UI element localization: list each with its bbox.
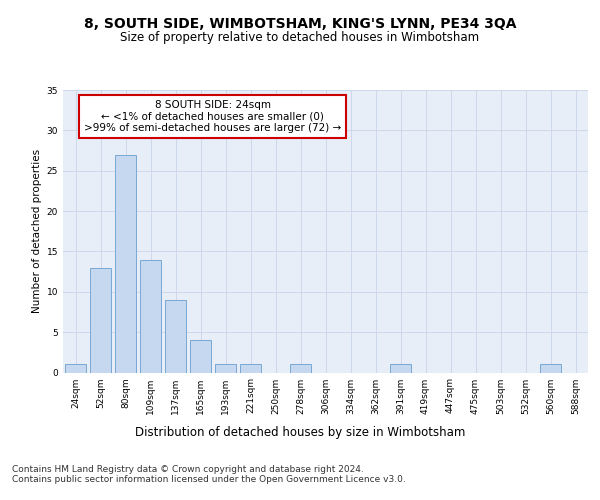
Text: Distribution of detached houses by size in Wimbotsham: Distribution of detached houses by size … <box>135 426 465 439</box>
Bar <box>90 268 111 372</box>
Text: 8 SOUTH SIDE: 24sqm
← <1% of detached houses are smaller (0)
>99% of semi-detach: 8 SOUTH SIDE: 24sqm ← <1% of detached ho… <box>84 100 341 133</box>
Text: Contains public sector information licensed under the Open Government Licence v3: Contains public sector information licen… <box>12 476 406 484</box>
Bar <box>390 364 411 372</box>
Bar <box>190 340 211 372</box>
Text: 8, SOUTH SIDE, WIMBOTSHAM, KING'S LYNN, PE34 3QA: 8, SOUTH SIDE, WIMBOTSHAM, KING'S LYNN, … <box>84 18 516 32</box>
Text: Size of property relative to detached houses in Wimbotsham: Size of property relative to detached ho… <box>121 31 479 44</box>
Text: Contains HM Land Registry data © Crown copyright and database right 2024.: Contains HM Land Registry data © Crown c… <box>12 464 364 473</box>
Bar <box>115 154 136 372</box>
Bar <box>140 260 161 372</box>
Bar <box>215 364 236 372</box>
Bar <box>290 364 311 372</box>
Bar <box>540 364 561 372</box>
Y-axis label: Number of detached properties: Number of detached properties <box>32 149 43 314</box>
Bar <box>165 300 186 372</box>
Bar <box>240 364 261 372</box>
Bar <box>65 364 86 372</box>
